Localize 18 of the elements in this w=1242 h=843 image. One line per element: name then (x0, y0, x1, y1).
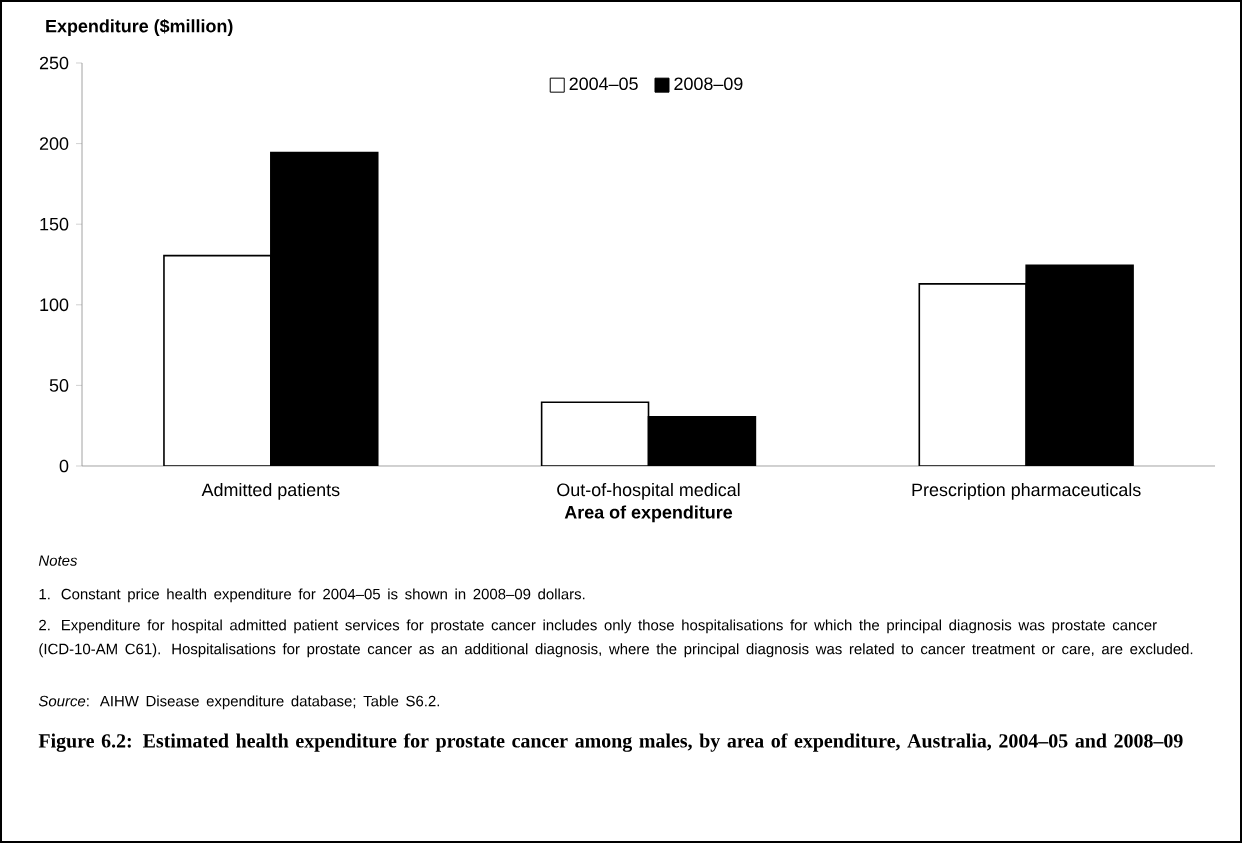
x-tick-label: Out-of-hospital medical (557, 483, 740, 500)
text: 1. Constant price health expenditure for 2004–05 is shown in 2008–09 dollars. (39, 588, 585, 603)
text: Source: AIHW Disease expenditure database; Table S6.2. (38, 695, 440, 710)
y-axis-title: Expenditure ($million) (46, 18, 233, 36)
y-tick-label: 150 (40, 217, 69, 231)
x-axis-title: Area of expenditure (564, 505, 733, 523)
x-tick-label: Prescription pharmaceuticals (912, 483, 1141, 500)
y-tick-label: 100 (40, 298, 69, 312)
y-tick-label: 200 (39, 137, 69, 150)
y-tick-label: 0 (59, 459, 69, 473)
y-tick-label: 250 (39, 56, 69, 70)
legend-label: 2004–05 (569, 77, 638, 91)
text: Figure 6.2: Estimated health expenditure for prostate cancer among males, by area of expenditure, Australia, 2004–05 and 2008–09 (38, 733, 1183, 752)
x-tick-label: Admitted patients (201, 483, 340, 500)
text: 2. Expenditure for hospital admitted patient services for prostate cancer includes only those hospitalisations for which the principal diagnosis was prostate cancer (ICD-10-AM C61). Hospitalisations for prostate cancer as an additional diagnosis, where the principal diagnosis was related to cancer treatment or care, are excluded. (39, 619, 1193, 658)
legend-label: 2008–09 (674, 77, 743, 91)
text: Notes (38, 555, 78, 566)
y-tick-label: 50 (49, 379, 69, 392)
